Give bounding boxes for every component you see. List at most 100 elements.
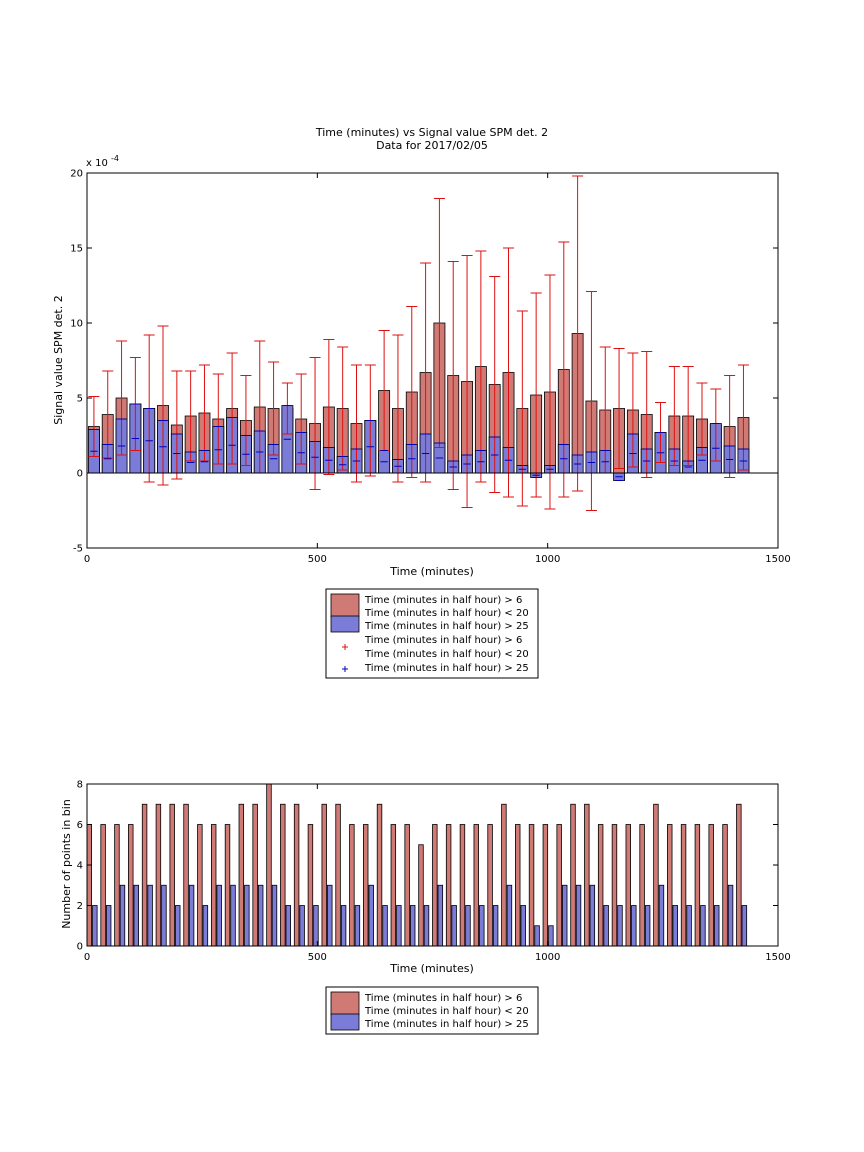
bar	[603, 905, 609, 947]
bar	[382, 905, 388, 947]
error-bar	[366, 420, 374, 448]
error-bar	[102, 370, 114, 459]
bar	[418, 844, 424, 947]
y-tick-label: 15	[70, 244, 83, 255]
bar	[210, 824, 217, 947]
error-bar	[323, 339, 335, 475]
bar	[92, 905, 98, 947]
bar	[639, 824, 645, 947]
bar	[714, 905, 720, 947]
bar	[155, 803, 162, 947]
error-bar	[173, 433, 181, 454]
bar	[280, 803, 286, 947]
chart-title: Time (minutes) vs Signal value SPM det. …	[315, 126, 548, 139]
bar	[266, 783, 272, 947]
bar	[708, 824, 714, 947]
error-bar	[477, 450, 485, 463]
error-bar	[447, 261, 459, 490]
error-bar	[491, 436, 499, 456]
bar	[680, 824, 687, 947]
y-tick-label: 20	[70, 169, 83, 180]
error-bar	[518, 465, 527, 470]
error-bar	[295, 373, 307, 465]
legend-label: Time (minutes in half hour) > 6	[364, 595, 522, 606]
error-bar	[157, 325, 169, 486]
error-bar	[656, 432, 665, 454]
signal-chart: Time (minutes) vs Signal value SPM det. …	[52, 126, 791, 679]
bar	[257, 884, 264, 947]
error-bar	[712, 423, 720, 449]
bar	[197, 824, 203, 947]
bar	[340, 905, 347, 947]
error-bar	[546, 465, 554, 470]
bar	[520, 905, 526, 947]
error-bar	[283, 405, 292, 440]
y-tick-label: -5	[73, 544, 83, 555]
legend-label: Time (minutes in half hour) > 6	[364, 993, 522, 1004]
bar	[119, 884, 126, 947]
bar	[631, 905, 637, 947]
legend-marker-blue-errorbar	[342, 666, 348, 672]
bar	[589, 884, 596, 947]
bar	[534, 925, 540, 947]
count-chart: 0 500 1000 1500 0 2 4 6 8 Time (minutes) Number…	[60, 780, 791, 1035]
legend-swatch-blue-bar	[330, 1013, 360, 1031]
bar	[694, 824, 701, 947]
error-bar	[325, 447, 333, 461]
error-bar	[392, 334, 404, 483]
bar	[230, 884, 236, 947]
x-axis-label: Time (minutes)	[389, 565, 474, 578]
y-axis-label: Number of points in bin	[60, 799, 73, 929]
error-bar	[159, 420, 167, 448]
error-bar	[268, 361, 280, 456]
bar	[625, 824, 631, 947]
error-bar	[710, 388, 722, 462]
bar	[409, 905, 416, 947]
error-bar	[641, 351, 653, 478]
bar	[202, 905, 209, 947]
bar	[473, 824, 479, 947]
bar	[451, 905, 457, 947]
error-bar	[242, 435, 250, 455]
error-bar	[90, 429, 98, 452]
bars-series-2	[92, 884, 748, 947]
legend-label: Time (minutes in half hour) < 20	[364, 608, 529, 619]
error-bar	[463, 454, 471, 465]
error-bar	[573, 454, 582, 465]
bar	[313, 905, 319, 947]
error-bar	[350, 364, 363, 483]
error-bar	[408, 444, 416, 460]
bar	[459, 824, 466, 947]
bar	[575, 884, 582, 947]
bar	[736, 803, 742, 947]
error-bar	[214, 426, 222, 451]
error-bar	[435, 442, 444, 459]
y-tick-label: 4	[77, 861, 83, 872]
bar	[556, 824, 562, 947]
bar	[404, 824, 410, 947]
x-tick-label: 1500	[765, 554, 790, 565]
error-bar	[544, 274, 556, 510]
bar	[542, 824, 549, 947]
bar	[445, 824, 452, 947]
error-bar	[228, 417, 236, 446]
bar	[741, 905, 748, 947]
error-bar	[560, 444, 568, 460]
bar	[465, 905, 471, 947]
error-bar	[670, 448, 679, 462]
error-bar	[461, 255, 473, 508]
bar	[285, 905, 292, 947]
bar	[354, 905, 361, 947]
bar	[188, 884, 195, 947]
error-bar	[185, 370, 197, 462]
bar	[307, 824, 314, 947]
error-bar	[504, 447, 513, 461]
x-tick-label: 0	[84, 554, 90, 565]
bar	[515, 824, 521, 947]
chart-subtitle: Data for 2017/02/05	[376, 139, 488, 152]
error-bar	[198, 364, 210, 462]
error-bar	[186, 451, 195, 463]
error-bar	[601, 450, 609, 463]
error-bar	[88, 396, 100, 457]
bar	[667, 824, 673, 947]
